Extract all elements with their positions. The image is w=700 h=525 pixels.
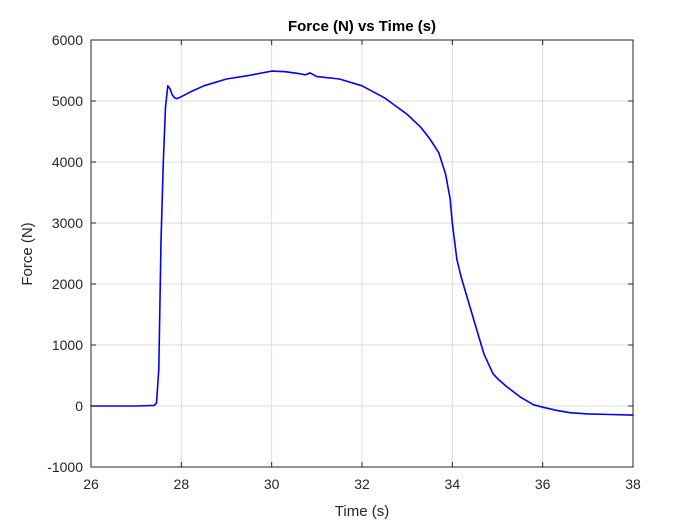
x-tick-label: 32: [354, 476, 370, 492]
x-tick-label: 30: [264, 476, 280, 492]
y-tick-label: 6000: [52, 32, 83, 48]
y-tick-label: 1000: [52, 337, 83, 353]
y-tick-label: 4000: [52, 154, 83, 170]
y-tick-label: 3000: [52, 215, 83, 231]
y-tick-label: -1000: [47, 459, 83, 475]
y-tick-labels: -1000 0 1000 2000 3000 4000 5000 6000: [47, 32, 83, 475]
tick-marks: [90, 39, 634, 468]
chart-title: Force (N) vs Time (s): [288, 18, 436, 35]
x-tick-labels: 26 28 30 32 34 36 38: [83, 476, 641, 492]
x-tick-label: 38: [625, 476, 641, 492]
x-tick-label: 34: [445, 476, 461, 492]
x-tick-label: 36: [535, 476, 551, 492]
y-tick-label: 2000: [52, 276, 83, 292]
y-axis-label: Force (N): [19, 222, 36, 285]
y-tick-label: 5000: [52, 93, 83, 109]
x-tick-label: 28: [174, 476, 190, 492]
x-tick-label: 26: [83, 476, 99, 492]
series-group: [90, 70, 634, 416]
series-line: [90, 70, 634, 416]
x-axis-label: Time (s): [335, 503, 389, 520]
y-tick-label: 0: [75, 398, 83, 414]
